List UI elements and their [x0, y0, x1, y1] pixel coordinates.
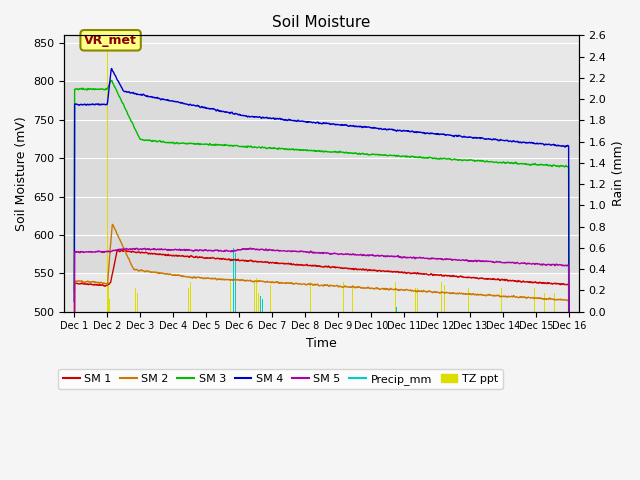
Bar [501, 288, 502, 312]
Bar [233, 248, 234, 312]
Bar [137, 292, 138, 312]
Bar [109, 299, 110, 312]
Bar [534, 288, 535, 312]
Bar [260, 296, 261, 312]
Bar [342, 282, 344, 312]
Bar [230, 282, 232, 312]
Bar [468, 288, 469, 312]
Bar [65, 82, 579, 273]
Bar [415, 288, 416, 312]
Bar [253, 282, 255, 312]
Bar [262, 299, 263, 312]
Bar [258, 292, 259, 312]
Bar [256, 277, 257, 312]
Bar [135, 288, 136, 312]
Bar [554, 292, 555, 312]
Legend: SM 1, SM 2, SM 3, SM 4, SM 5, Precip_mm, TZ ppt: SM 1, SM 2, SM 3, SM 4, SM 5, Precip_mm,… [58, 369, 502, 389]
X-axis label: Time: Time [307, 337, 337, 350]
Bar [270, 285, 271, 312]
Text: VR_met: VR_met [84, 34, 137, 47]
Bar [233, 288, 234, 312]
Bar [544, 292, 545, 312]
Bar [417, 288, 419, 312]
Bar [188, 288, 189, 312]
Y-axis label: Rain (mm): Rain (mm) [612, 141, 625, 206]
Y-axis label: Soil Moisture (mV): Soil Moisture (mV) [15, 116, 28, 231]
Bar [190, 282, 191, 312]
Title: Soil Moisture: Soil Moisture [273, 15, 371, 30]
Bar [108, 282, 109, 312]
Bar [396, 307, 397, 312]
Bar [444, 285, 445, 312]
Bar [235, 253, 236, 312]
